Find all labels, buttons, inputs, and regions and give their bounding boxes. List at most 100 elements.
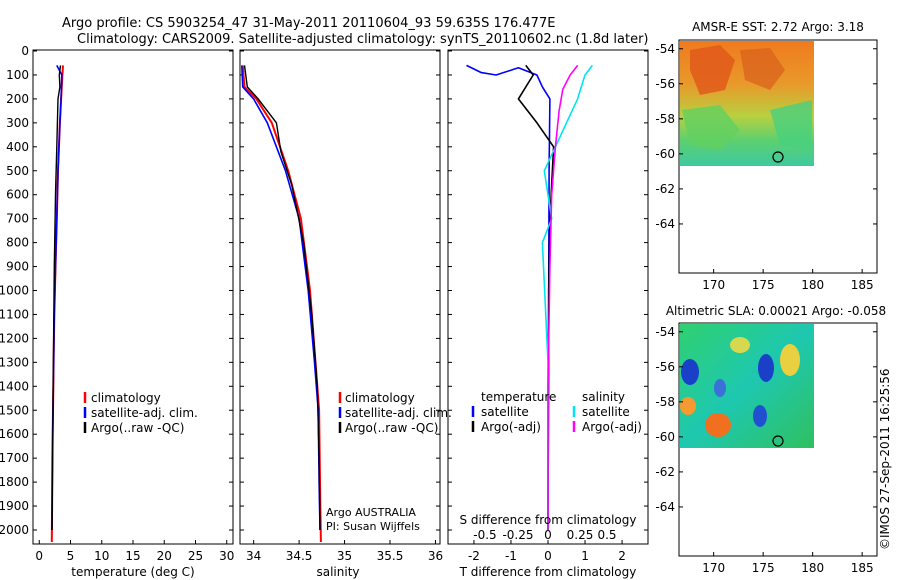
difference-s-ticklabels: -0.5 -0.25 0 0.25 0.5	[473, 528, 616, 542]
sla-high-eddy	[705, 413, 731, 437]
salinity-xtick-label: 36	[428, 549, 443, 563]
sla-high-eddy	[680, 397, 696, 415]
temperature-xlabel: temperature (deg C)	[71, 565, 194, 579]
title-line-2: Climatology: CARS2009. Satellite-adjuste…	[77, 32, 649, 47]
sst-map-xticks: 170 175 180 185	[702, 269, 874, 292]
depth-tick-label: 1900	[0, 499, 29, 513]
temperature-axes	[32, 49, 234, 545]
sla-map-ytick-label: -60	[655, 430, 675, 444]
salinity-annotation-line-2: PI: Susan Wijffels	[326, 520, 420, 533]
salinity-xtick-label: 35.5	[377, 549, 404, 563]
difference-xtick-label: 1	[581, 549, 589, 563]
sla-high-eddy	[730, 337, 750, 353]
depth-tick-label: 1000	[0, 284, 29, 298]
temperature-xtick-label: 25	[188, 549, 203, 563]
sst-map-xtick-label: 170	[702, 278, 725, 292]
sla-map-xtick-label: 170	[702, 561, 725, 575]
difference-s-tick-label: 0.5	[597, 528, 616, 542]
temperature-legend: climatology satellite-adj. clim. Argo(..…	[83, 391, 198, 435]
sla-map-xtick-label: 175	[752, 561, 775, 575]
difference-yticks	[448, 50, 648, 531]
sla-low-eddy	[753, 405, 767, 427]
temperature-xtick-label: 5	[67, 549, 75, 563]
sst-map-xtick-label: 185	[851, 278, 874, 292]
sst-map-ytick-label: -64	[655, 217, 675, 231]
difference-xtick-label: -2	[468, 549, 480, 563]
legend-label-argo: Argo(..raw -QC)	[91, 421, 184, 435]
depth-tick-label: 1200	[0, 331, 29, 345]
depth-tick-label: 900	[6, 260, 29, 274]
depth-tick-label: 1800	[0, 475, 29, 489]
difference-s-xlabel: S difference from climatology	[460, 513, 637, 527]
temperature-panel: 0100200300400500600700800900100011001200…	[0, 44, 234, 579]
sla-map-ytick-label: -62	[655, 465, 675, 479]
depth-tick-label: 0	[21, 44, 29, 58]
sst-green-patch	[770, 100, 812, 150]
series-line-argo-raw-qc-	[243, 65, 321, 531]
difference-xtick-label: 2	[618, 549, 626, 563]
legend-title-temperature: temperature	[481, 390, 556, 404]
temperature-xtick-label: 15	[125, 549, 140, 563]
sla-map-yticks: -54 -56 -58 -60 -62 -64	[655, 325, 877, 514]
temperature-xtick-label: 20	[157, 549, 172, 563]
difference-xticks: -2 -1 0 1 2	[468, 540, 626, 563]
legend-label-argo: Argo(..raw -QC)	[345, 421, 438, 435]
depth-tick-label: 1100	[0, 307, 29, 321]
credit-text: ©IMOS 27-Sep-2011 16:25:56	[878, 368, 892, 550]
difference-s-tick-label: -0.25	[502, 528, 533, 542]
salinity-annotation-line-1: Argo AUSTRALIA	[326, 506, 416, 519]
difference-xtick-label: 0	[544, 549, 552, 563]
legend-title-salinity: salinity	[582, 390, 625, 404]
depth-tick-label: 800	[6, 236, 29, 250]
salinity-lines	[241, 65, 322, 543]
sst-map-yticks: -54 -56 -58 -60 -62 -64	[655, 42, 877, 231]
difference-t-xlabel: T difference from climatology	[459, 565, 637, 579]
series-line-climatology	[241, 65, 322, 543]
depth-tick-label: 300	[6, 116, 29, 130]
title-line-1: Argo profile: CS 5903254_47 31-May-2011 …	[62, 16, 555, 31]
depth-tick-label: 1700	[0, 451, 29, 465]
legend-label-climatology: climatology	[345, 391, 415, 405]
depth-tick-label: 500	[6, 164, 29, 178]
difference-panel: -2 -1 0 1 2 temperature satellite Argo(-adj)…	[447, 49, 649, 579]
salinity-xticks: 34 34.5 35 35.5 36	[246, 540, 443, 563]
sla-map-image	[680, 324, 814, 448]
sst-green-patch	[682, 105, 740, 150]
sst-map-title: AMSR-E SST: 2.72 Argo: 3.18	[692, 20, 864, 34]
depth-tick-label: 1400	[0, 379, 29, 393]
temperature-yticks: 0 100 200 300 400 500 600 700 800 900 1000 1100 1200…	[0, 44, 233, 537]
series-line-salinity-argo-adj-	[547, 64, 579, 530]
depth-tick-label: 1500	[0, 403, 29, 417]
legend-label-climatology: climatology	[91, 391, 161, 405]
sla-low-eddy	[681, 359, 699, 385]
legend-label-salinity-argo: Argo(-adj)	[582, 420, 642, 434]
depth-tick-label: 200	[6, 92, 29, 106]
sla-high-eddy	[780, 344, 800, 376]
series-line-salinity-satellite	[541, 64, 594, 530]
sla-map-xtick-label: 180	[801, 561, 824, 575]
sst-warm-patch	[740, 48, 785, 90]
temperature-xtick-label: 10	[94, 549, 109, 563]
salinity-xtick-label: 34	[246, 549, 261, 563]
difference-xtick-label: -1	[505, 549, 517, 563]
salinity-legend: climatology satellite-adj. clim. Argo(..…	[338, 391, 452, 435]
sst-map-ytick-label: -54	[655, 42, 675, 56]
difference-lines	[466, 64, 594, 531]
depth-tick-label: 600	[6, 188, 29, 202]
sst-map-panel: AMSR-E SST: 2.72 Argo: 3.18 -54 -56 -58 -60…	[655, 20, 878, 292]
salinity-xtick-label: 35	[337, 549, 352, 563]
legend-label-salinity-satellite: satellite	[582, 405, 630, 419]
sla-low-eddy	[714, 379, 726, 397]
difference-s-tick-label: -0.5	[473, 528, 496, 542]
sla-map-title: Altimetric SLA: 0.00021 Argo: -0.058	[666, 304, 886, 318]
salinity-axes	[239, 49, 441, 545]
sst-map-xtick-label: 175	[752, 278, 775, 292]
temperature-xtick-label: 30	[219, 549, 234, 563]
legend-label-temperature-argo: Argo(-adj)	[481, 420, 541, 434]
temperature-lines	[50, 65, 64, 543]
legend-label-satellite: satellite-adj. clim.	[91, 406, 198, 420]
sla-map-ytick-label: -58	[655, 395, 675, 409]
sst-map-ytick-label: -62	[655, 182, 675, 196]
salinity-panel: 34 34.5 35 35.5 36 climatology satellite-adj…	[239, 49, 452, 579]
sla-low-eddy	[758, 354, 774, 382]
